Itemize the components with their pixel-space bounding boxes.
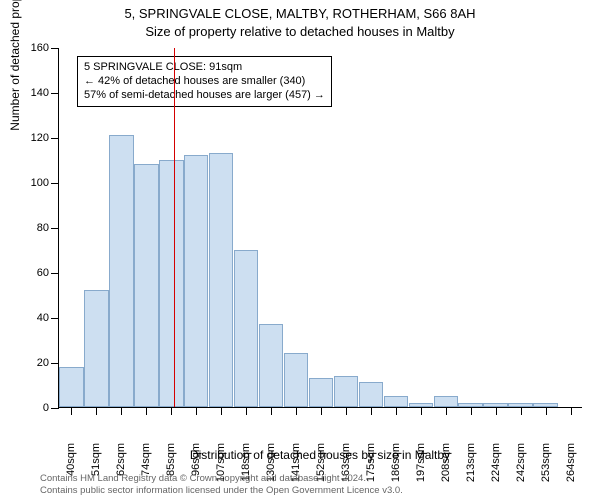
marker-line — [174, 48, 175, 407]
y-tick — [51, 93, 59, 94]
x-tick — [146, 407, 147, 415]
x-tick — [96, 407, 97, 415]
plot-area: 5 SPRINGVALE CLOSE: 91sqm ← 42% of detac… — [58, 48, 582, 408]
y-tick-label: 120 — [21, 132, 49, 144]
y-tick — [51, 48, 59, 49]
chart-container: 5, SPRINGVALE CLOSE, MALTBY, ROTHERHAM, … — [0, 0, 600, 500]
y-tick-label: 100 — [21, 177, 49, 189]
y-tick — [51, 318, 59, 319]
y-tick-label: 160 — [21, 42, 49, 54]
x-tick — [421, 407, 422, 415]
chart-title-1: 5, SPRINGVALE CLOSE, MALTBY, ROTHERHAM, … — [0, 6, 600, 21]
histogram-bar — [209, 153, 233, 407]
x-tick — [446, 407, 447, 415]
x-tick — [471, 407, 472, 415]
x-tick — [271, 407, 272, 415]
x-tick — [496, 407, 497, 415]
histogram-bar — [159, 160, 183, 408]
y-tick-label: 80 — [21, 222, 49, 234]
x-tick — [171, 407, 172, 415]
histogram-bar — [359, 382, 383, 407]
histogram-bar — [109, 135, 133, 407]
chart-title-2: Size of property relative to detached ho… — [0, 24, 600, 39]
x-tick — [196, 407, 197, 415]
x-axis-label: Distribution of detached houses by size … — [58, 448, 582, 462]
x-tick — [521, 407, 522, 415]
histogram-bar — [434, 396, 458, 407]
footer-line-2: Contains public sector information licen… — [40, 485, 403, 496]
x-tick — [71, 407, 72, 415]
histogram-bar — [309, 378, 333, 407]
x-tick — [321, 407, 322, 415]
histogram-bar — [184, 155, 208, 407]
y-tick — [51, 183, 59, 184]
x-tick — [221, 407, 222, 415]
x-tick — [296, 407, 297, 415]
histogram-bar — [334, 376, 358, 408]
y-tick — [51, 138, 59, 139]
x-tick — [571, 407, 572, 415]
histogram-bar — [59, 367, 83, 408]
y-tick-label: 40 — [21, 312, 49, 324]
histogram-bar — [259, 324, 283, 407]
y-tick-label: 0 — [21, 402, 49, 414]
annotation-line-1: 5 SPRINGVALE CLOSE: 91sqm — [84, 61, 325, 75]
y-tick-label: 140 — [21, 87, 49, 99]
x-tick — [371, 407, 372, 415]
x-tick — [121, 407, 122, 415]
x-tick — [246, 407, 247, 415]
histogram-bar — [84, 290, 108, 407]
histogram-bar — [284, 353, 308, 407]
y-tick — [51, 273, 59, 274]
x-tick — [346, 407, 347, 415]
annotation-box: 5 SPRINGVALE CLOSE: 91sqm ← 42% of detac… — [77, 56, 332, 107]
histogram-bar — [384, 396, 408, 407]
y-tick-label: 20 — [21, 357, 49, 369]
annotation-line-3: 57% of semi-detached houses are larger (… — [84, 89, 325, 103]
y-tick-label: 60 — [21, 267, 49, 279]
histogram-bar — [134, 164, 158, 407]
histogram-bar — [234, 250, 258, 408]
x-tick — [396, 407, 397, 415]
y-tick — [51, 363, 59, 364]
x-tick — [546, 407, 547, 415]
annotation-line-2: ← 42% of detached houses are smaller (34… — [84, 75, 325, 89]
y-axis-label: Number of detached properties — [8, 0, 22, 228]
y-tick — [51, 408, 59, 409]
footer-line-1: Contains HM Land Registry data © Crown c… — [40, 473, 366, 484]
y-tick — [51, 228, 59, 229]
